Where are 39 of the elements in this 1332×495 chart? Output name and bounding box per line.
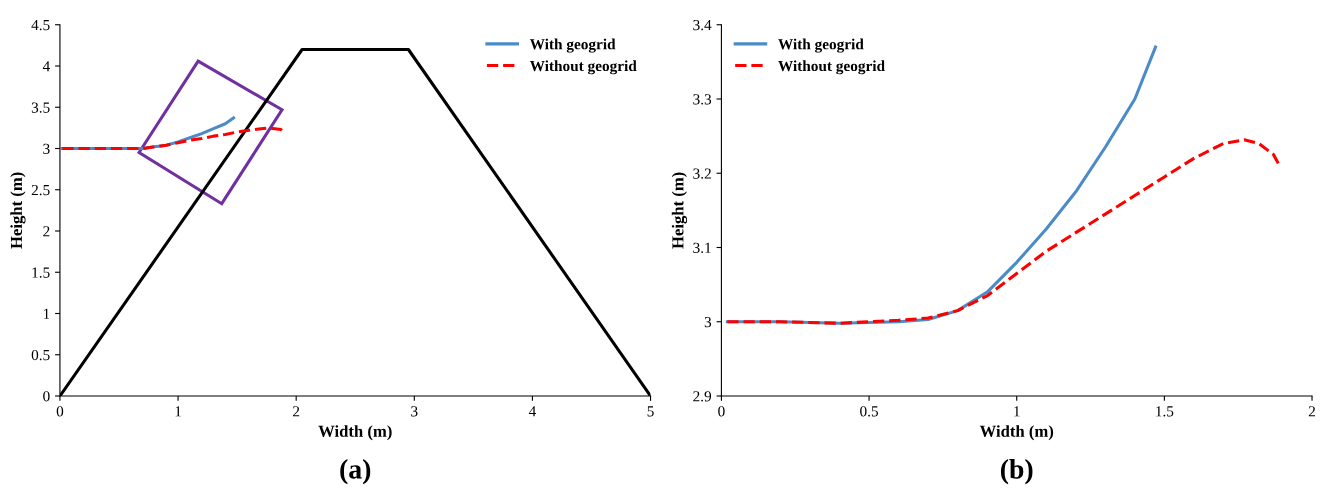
- x-axis-title: Width (m): [979, 425, 1054, 441]
- y-tick-label: 3.5: [31, 102, 50, 113]
- y-tick-label: 3: [704, 316, 712, 328]
- y-tick-label: 3.3: [693, 94, 712, 105]
- y-tick-label: 0.5: [31, 349, 50, 361]
- text: (b): [1000, 459, 1033, 485]
- x-tick-label: 3: [411, 406, 418, 417]
- y-tick-label: 4: [42, 61, 50, 72]
- x-tick-label: 1: [1014, 406, 1020, 417]
- legend-label: Without geogrid: [778, 60, 885, 75]
- y-tick-label: 2.5: [31, 184, 50, 196]
- x-tick-label: 0.5: [860, 406, 879, 417]
- y-tick-label: 1.5: [32, 267, 50, 278]
- y-tick-label: 2.9: [693, 391, 712, 402]
- text: (a): [340, 459, 371, 485]
- x-tick-label: 0: [56, 406, 64, 417]
- x-tick-label: 2: [1308, 406, 1315, 417]
- y-axis-title: Height (m): [671, 172, 688, 249]
- x-tick-label: 2: [293, 406, 300, 417]
- y-tick-label: 3.1: [693, 242, 711, 254]
- y-tick-label: 2: [43, 226, 50, 237]
- line-series: [60, 126, 285, 151]
- y-tick-label: 3.4: [693, 19, 712, 31]
- x-tick-label: 0: [718, 406, 725, 417]
- legend-label: Without geogrid: [529, 60, 637, 75]
- x-tick-label: 1: [175, 406, 181, 417]
- y-tick-label: 0: [43, 391, 50, 402]
- x-axis-title: Width (m): [318, 425, 392, 441]
- line-series: [725, 138, 1282, 325]
- y-tick-label: 1: [43, 308, 50, 319]
- y-tick-label: 3: [43, 143, 50, 154]
- x-tick-label: 5: [647, 406, 654, 417]
- y-tick-label: 4.5: [31, 19, 50, 31]
- y-tick-label: 3.2: [693, 168, 711, 179]
- x-tick-label: 4: [528, 406, 536, 417]
- legend-label: With geogrid: [529, 38, 616, 53]
- legend-label: With geogrid: [778, 38, 864, 53]
- x-tick-label: 1.5: [1156, 406, 1174, 417]
- y-axis-title: Height (m): [10, 172, 26, 249]
